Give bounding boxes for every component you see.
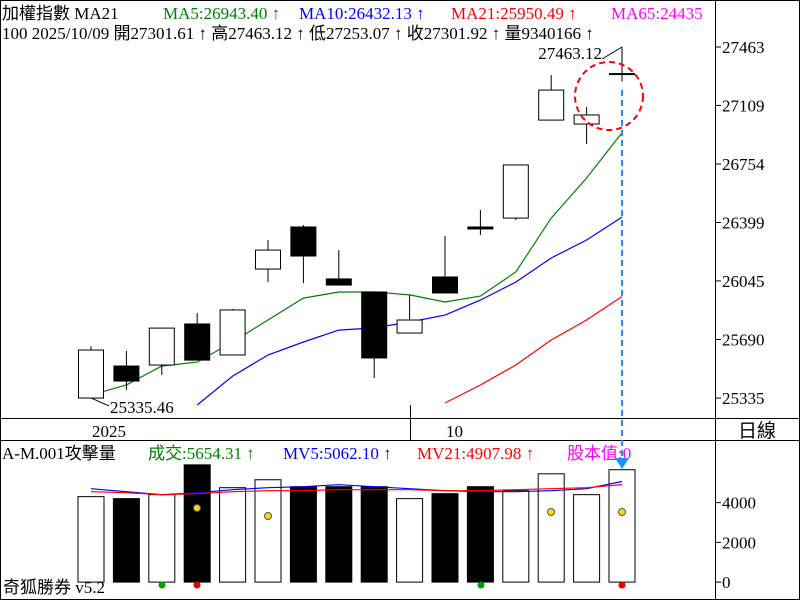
legend-item: 成交:5654.31 ↑ [148,444,255,463]
axes: 27463 27109 26754 26399 26045 25690 25335 2025 1… [90,38,765,592]
legend-item: A-M.001攻擊量 [2,444,116,463]
volume-bar [608,469,636,583]
volume-bar [112,498,140,583]
candle-body [432,276,458,294]
candle-body [467,226,494,230]
y-tick-label: 4000 [722,494,756,513]
volume-bar [325,486,353,583]
y-tick-label: 27463 [722,38,765,57]
x-tick-label: 2025 [92,422,126,441]
signal-dot [193,504,201,512]
volume-bar [502,490,530,583]
candle-body [78,349,104,399]
candle-body [361,291,388,359]
volume-bar [466,486,494,583]
candle-body [573,114,600,125]
signal-dot [547,508,555,516]
headers: 加權指數 MA21 MA5:26943.40 ↑ MA10:26432.13 ↑ MA… [2,4,703,463]
signal-dot [158,581,166,589]
y-tick-label: 2000 [722,533,756,552]
y-tick-label: 25690 [722,330,765,349]
volume-bar [360,486,388,583]
legend-item: MA10:26432.13 ↑ [299,4,425,23]
annotation: 27463.12 [538,44,602,63]
legend-item: 加權指數 MA21 [2,4,119,23]
candle-body [184,323,211,361]
x-tick-label: 10 [446,422,463,441]
candle-body [325,278,352,286]
annotation-leader [601,46,623,60]
volume-bar [77,496,105,583]
legend-item: MA5:26943.40 ↑ [163,4,280,23]
volume-panel [77,464,636,583]
y-tick-label: 26399 [722,214,765,233]
candle-body [219,309,246,356]
price-panel [78,46,635,406]
signal-dot [618,581,626,589]
signal-dot [193,581,201,589]
ma-line [90,484,623,496]
volume-bar [148,494,176,583]
y-tick-label: 27109 [722,96,765,115]
candle-body [255,249,281,270]
candle-body [396,319,423,334]
candle-body [502,164,529,219]
volume-bar [431,493,459,583]
brand-label: 奇狐勝券 v5.2 [3,578,105,597]
y-tick-label: 0 [722,573,731,592]
volume-bar [254,479,282,583]
legend-item: MA21:25950.49 ↑ [451,4,577,23]
y-tick-label: 26754 [722,155,765,174]
highlight-circle [574,61,644,131]
candle-body [290,226,317,257]
signal-dot [264,512,272,520]
signal-dot [477,581,485,589]
y-tick-label: 25335 [722,389,765,408]
volume-bar [219,487,247,583]
volume-bar [573,494,601,583]
pointer-arrow [615,458,629,469]
volume-bar [396,498,424,583]
volume-bar [537,473,565,583]
legend-item: MV21:4907.98 ↑ [417,444,534,463]
candle-body [113,365,140,382]
ma-line [444,296,623,404]
candle-body [148,327,175,366]
ma-line [90,132,623,396]
period-label: 日線 [738,420,776,442]
candle-body [609,73,635,76]
annotation: 25335.46 [110,398,174,417]
y-tick-label: 26045 [722,272,765,291]
legend-item: MA65:24435 [611,4,703,23]
subtitle: 100 2025/10/09 開27301.61 ↑ 高27463.12 ↑ 低… [2,24,594,43]
volume-bar [289,486,317,583]
signal-dot [618,508,626,516]
volume-bar [183,464,211,583]
annotation-leader [90,397,110,407]
candle-body [538,89,565,121]
legend-item: MV5:5062.10 ↑ [283,444,392,463]
